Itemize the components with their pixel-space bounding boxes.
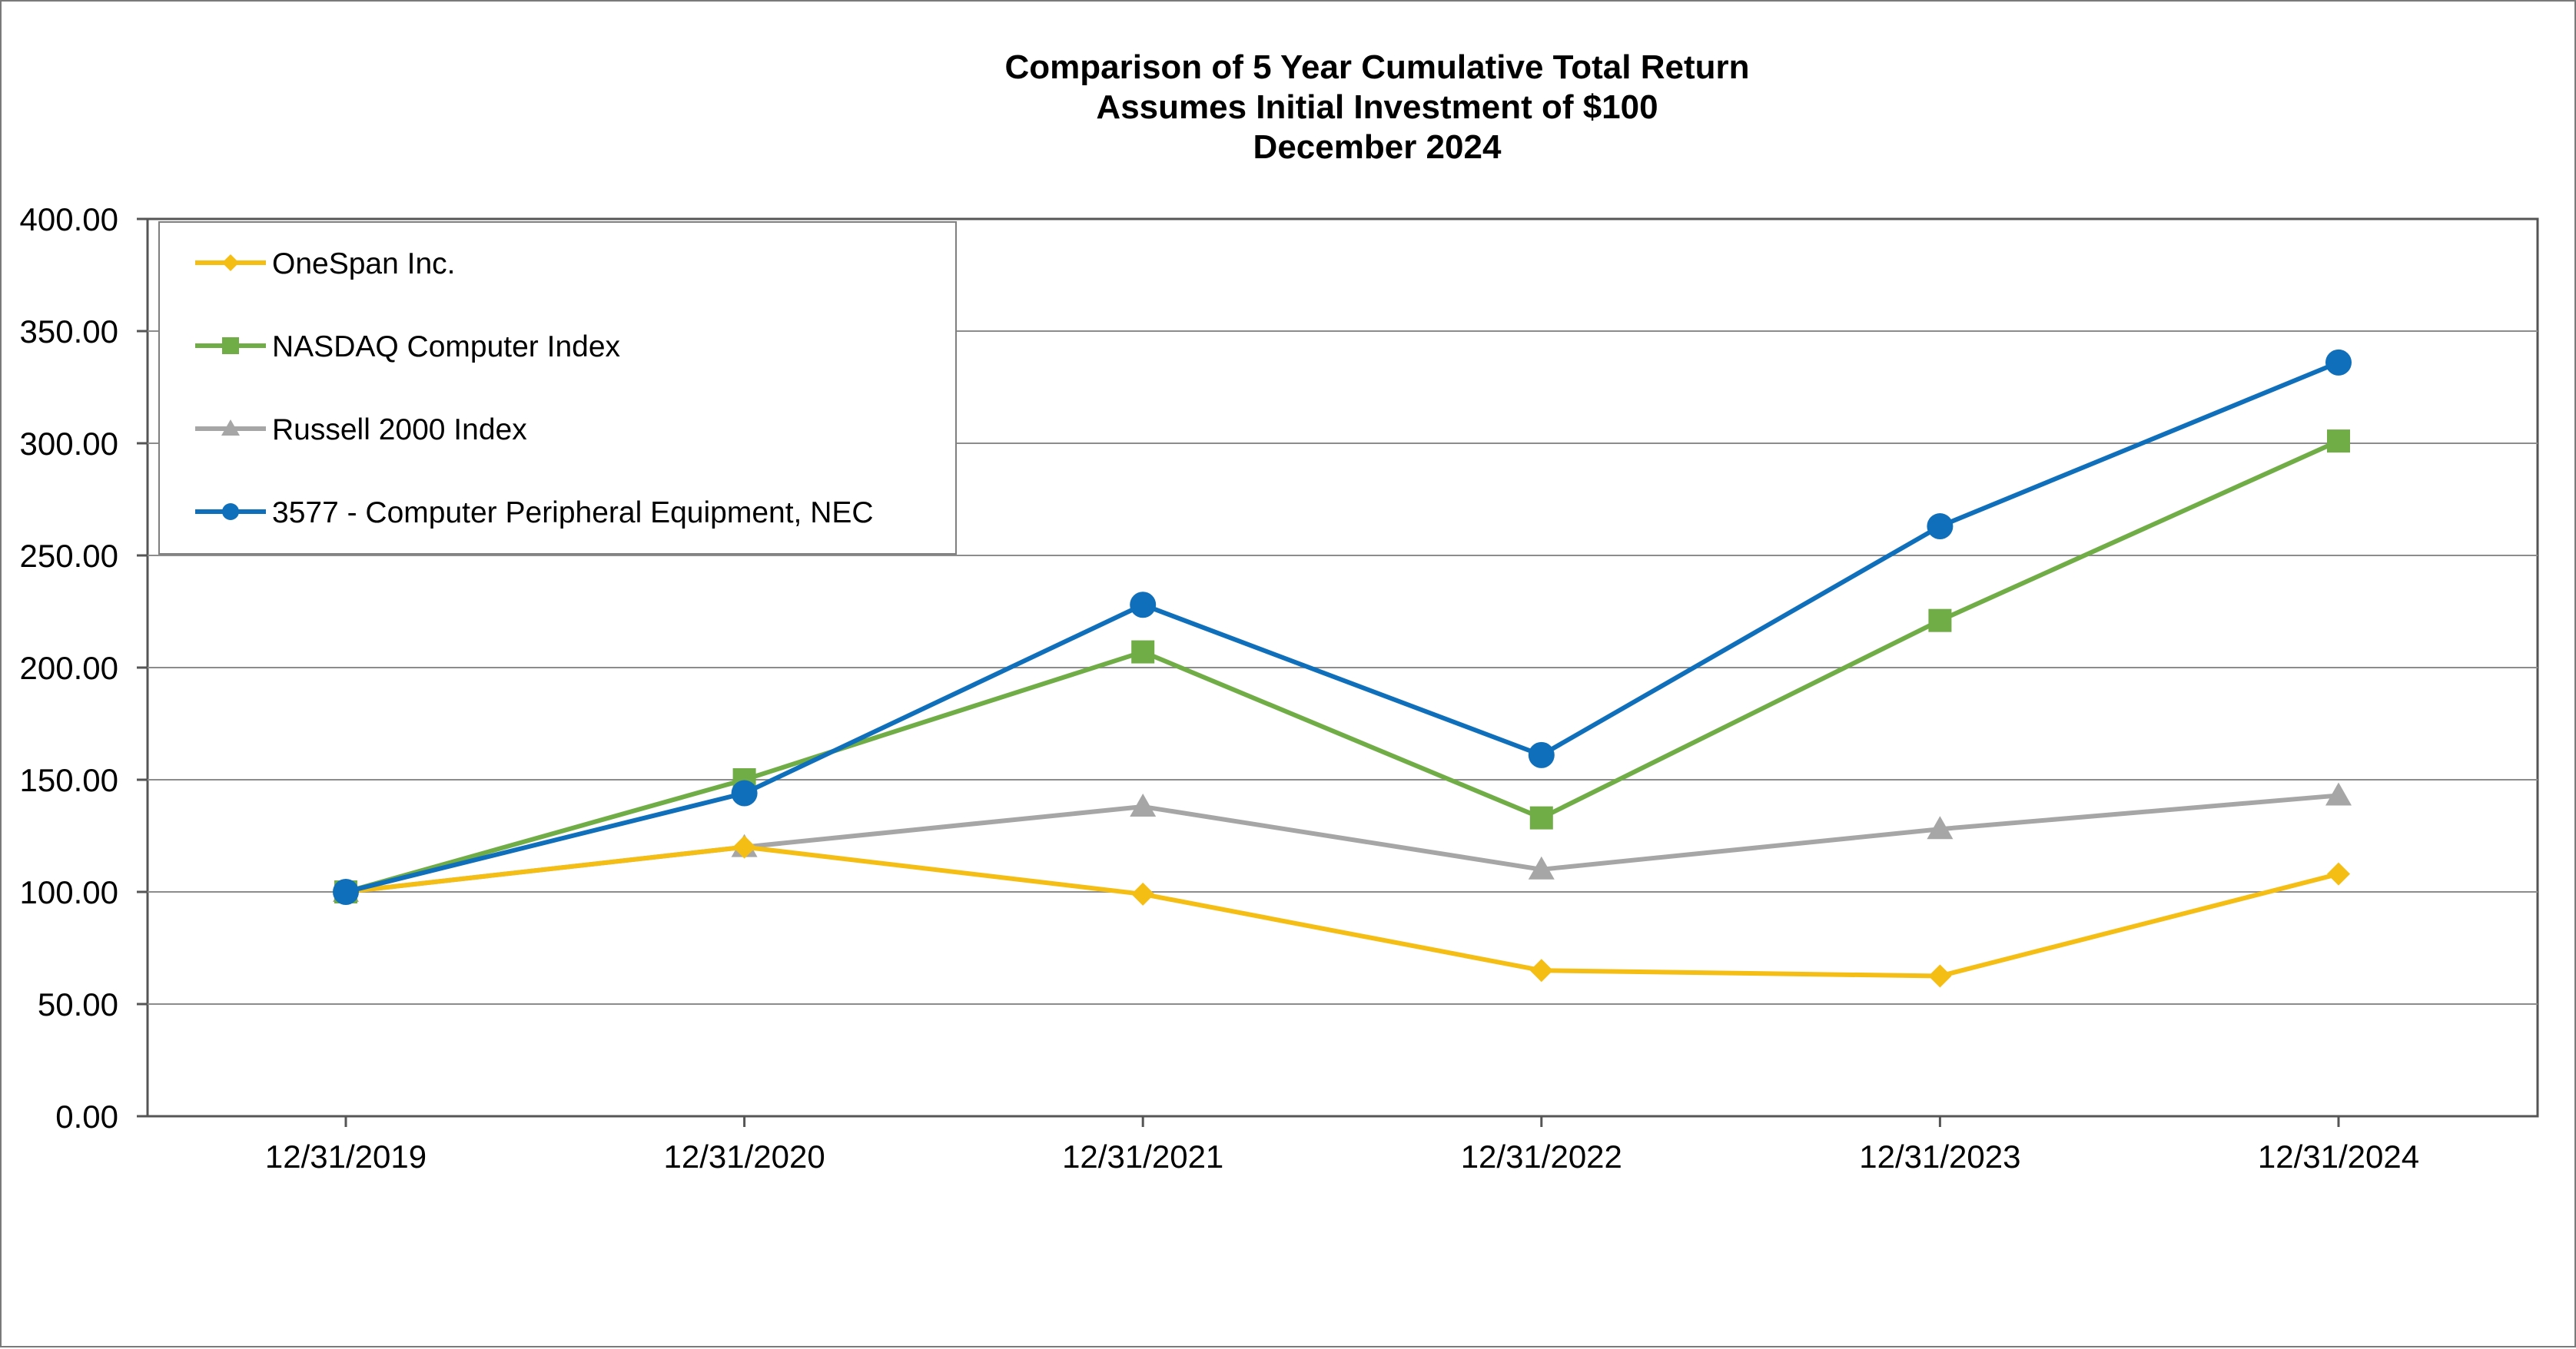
chart-title-line: Comparison of 5 Year Cumulative Total Re…	[1004, 48, 1749, 86]
x-tick-label: 12/31/2019	[265, 1139, 427, 1175]
legend-label: OneSpan Inc.	[272, 247, 456, 280]
data-point	[1529, 959, 1553, 983]
data-point	[2325, 349, 2352, 376]
y-tick-label: 100.00	[20, 874, 118, 910]
data-point	[2327, 862, 2350, 886]
data-point	[2327, 429, 2350, 453]
legend-label: Russell 2000 Index	[272, 413, 527, 446]
y-tick-label: 200.00	[20, 650, 118, 686]
data-point	[2325, 782, 2352, 806]
y-tick-label: 350.00	[20, 313, 118, 350]
x-axis: 12/31/2019 12/31/2020 12/31/2021 12/31/2022…	[265, 1116, 2419, 1175]
legend-label: 3577 - Computer Peripheral Equipment, NE…	[272, 496, 874, 529]
y-axis: 0.00 50.00 100.00 150.00 200.00 250.00 300.00 3…	[20, 201, 148, 1135]
y-tick-label: 150.00	[20, 762, 118, 798]
data-point	[1131, 882, 1155, 906]
data-point	[1130, 592, 1157, 618]
legend-marker	[222, 254, 239, 271]
legend-item: Russell 2000 Index	[195, 413, 527, 446]
legend: OneSpan Inc. NASDAQ Computer Index Russell…	[158, 221, 957, 555]
legend-item: 3577 - Computer Peripheral Equipment, NE…	[195, 496, 874, 529]
y-tick-label: 400.00	[20, 201, 118, 237]
legend-marker	[222, 337, 239, 354]
data-point	[1529, 806, 1553, 830]
data-point	[731, 780, 758, 807]
y-tick-label: 250.00	[20, 538, 118, 574]
data-point	[1131, 640, 1155, 664]
y-tick-label: 300.00	[20, 426, 118, 462]
chart-title-line: Assumes Initial Investment of $100	[1096, 88, 1658, 126]
y-tick-label: 50.00	[38, 986, 118, 1023]
legend-box	[158, 221, 957, 555]
data-point	[1928, 608, 1952, 632]
data-point	[1528, 741, 1555, 768]
x-tick-label: 12/31/2023	[1859, 1139, 2020, 1175]
chart-title-line: December 2024	[1253, 128, 1502, 166]
legend-marker	[222, 503, 239, 520]
legend-item: OneSpan Inc.	[195, 247, 456, 280]
series-3577-computer-peripheral-equipment-nec	[333, 349, 2352, 905]
series-line	[345, 360, 2340, 894]
data-point	[1927, 816, 1954, 840]
x-tick-label: 12/31/2024	[2258, 1139, 2419, 1175]
x-tick-label: 12/31/2022	[1461, 1139, 1622, 1175]
data-point	[732, 835, 756, 859]
data-point	[1130, 794, 1157, 817]
data-point	[1528, 856, 1555, 880]
series-line	[345, 439, 2340, 894]
data-point	[1928, 964, 1952, 988]
series-group	[333, 349, 2352, 988]
data-point	[1927, 513, 1954, 540]
series-line	[345, 844, 2339, 979]
data-point	[333, 879, 359, 905]
x-tick-label: 12/31/2020	[663, 1139, 825, 1175]
x-tick-label: 12/31/2021	[1062, 1139, 1223, 1175]
y-tick-label: 0.00	[55, 1099, 118, 1135]
series-onespan-inc	[334, 835, 2350, 988]
chart-title: Comparison of 5 Year Cumulative Total Re…	[1004, 48, 1749, 166]
legend-item: NASDAQ Computer Index	[195, 330, 621, 363]
legend-marker	[221, 419, 240, 436]
legend-label: NASDAQ Computer Index	[272, 330, 621, 363]
